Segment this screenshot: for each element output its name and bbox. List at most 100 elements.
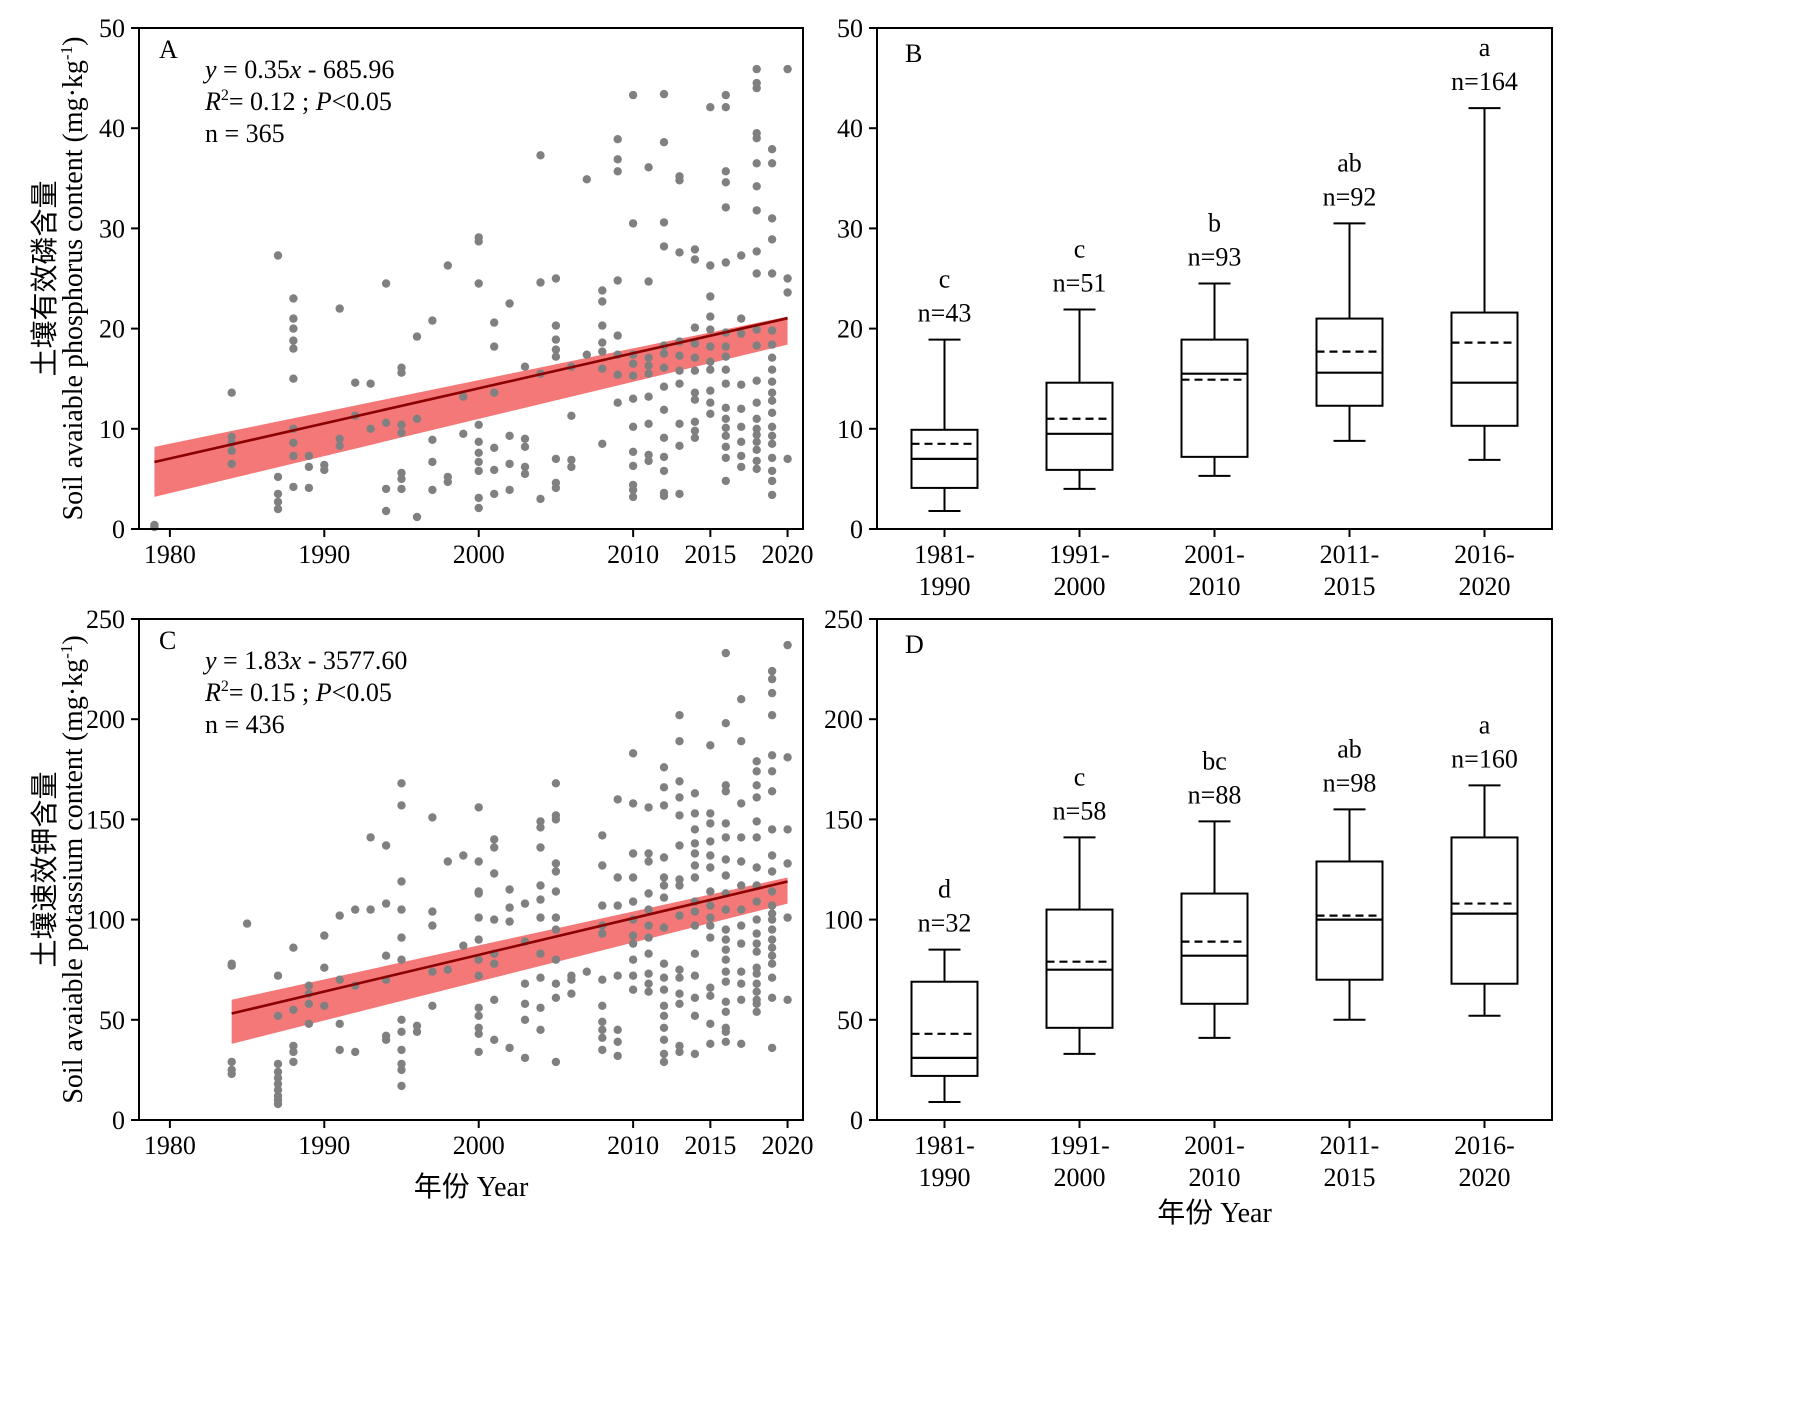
data-point [675,419,684,428]
sample-size-label: n=93 [1188,243,1242,272]
x-tick-label-top: 1981- [914,540,975,569]
data-point [675,841,684,850]
data-point [351,378,360,387]
x-tick-label-top: 2001- [1184,1131,1245,1160]
data-point [659,349,669,358]
data-point [490,915,499,924]
x-tick-label: 2010 [607,540,659,569]
y-tick-label: 30 [99,214,125,243]
data-point [628,939,638,948]
data-point [289,451,298,461]
data-point [551,1057,561,1067]
r2-symbol: R [204,678,221,707]
data-point [721,365,730,374]
sample-size-label: n=98 [1323,768,1377,797]
data-point [721,342,730,351]
data-point [536,895,545,904]
x-tick-label: 1990 [298,1131,350,1160]
data-point [273,1073,283,1083]
data-point [690,873,700,882]
data-point [752,376,761,385]
data-point [490,342,499,351]
data-point [706,809,715,818]
data-point [767,851,777,860]
data-point [536,1003,545,1012]
x-tick-label: 1980 [144,1131,196,1160]
y-tick-label: 0 [850,515,863,544]
data-point [474,279,483,288]
data-point [659,1035,669,1045]
confidence-band [154,316,788,497]
data-point [690,433,700,442]
data-point [289,1041,298,1051]
data-point [273,1067,283,1077]
data-point [737,905,746,914]
data-point [320,963,329,972]
data-point [273,251,283,260]
data-point [767,1043,777,1053]
iqr-box [1045,381,1114,471]
data-point [752,159,761,168]
data-point [551,779,561,788]
data-point [428,435,437,444]
data-point [366,424,375,433]
data-point [551,955,561,964]
data-point [706,887,715,896]
data-point [690,971,700,980]
data-point [659,1001,669,1010]
data-point [335,434,344,443]
significance-letter: bc [1202,746,1227,775]
y-tick-label: 20 [99,315,125,344]
significance-letter: a [1479,710,1491,739]
data-point [721,178,730,187]
data-point [366,905,375,914]
significance-letter: c [939,265,951,294]
iqr-box [1180,338,1249,458]
data-point [706,365,715,374]
y-tick-label: 30 [837,214,863,243]
data-point [659,363,669,372]
data-point [690,809,700,818]
data-point [659,405,669,414]
data-point [752,863,761,872]
data-point [613,1037,622,1047]
data-point [335,1045,344,1055]
data-point [659,382,669,391]
x-tick-label-top: 1991- [1049,540,1110,569]
data-point [490,1035,499,1045]
data-point [474,1047,483,1057]
data-point [659,89,669,99]
data-point [443,857,452,866]
data-point [659,881,669,890]
x-axis-label: 年份 Year [1157,1197,1272,1229]
data-point [721,1037,730,1047]
data-point [551,815,561,824]
data-point [783,859,792,868]
data-point [752,897,761,906]
data-point [273,472,283,482]
data-point [752,1007,761,1016]
data-point [706,863,715,872]
data-point [706,983,715,992]
sample-size: n = 436 [205,710,285,739]
data-point [335,911,344,920]
data-point [474,503,483,513]
data-point [706,325,715,334]
data-point [659,923,669,932]
x-tick-label-bottom: 2010 [1189,1163,1241,1192]
data-point [289,314,298,323]
data-point [767,340,777,349]
data-point [659,218,669,227]
data-point [536,823,545,832]
data-point [644,361,653,370]
data-point [706,837,715,846]
data-point [459,941,468,950]
r-squared-and-p: R2= 0.12 ; P<0.05 [204,87,392,116]
data-point [752,247,761,256]
data-point [536,949,545,958]
data-point [767,915,777,924]
data-point [490,843,499,852]
data-point [644,849,653,858]
data-point [567,989,576,998]
data-point [767,466,777,476]
